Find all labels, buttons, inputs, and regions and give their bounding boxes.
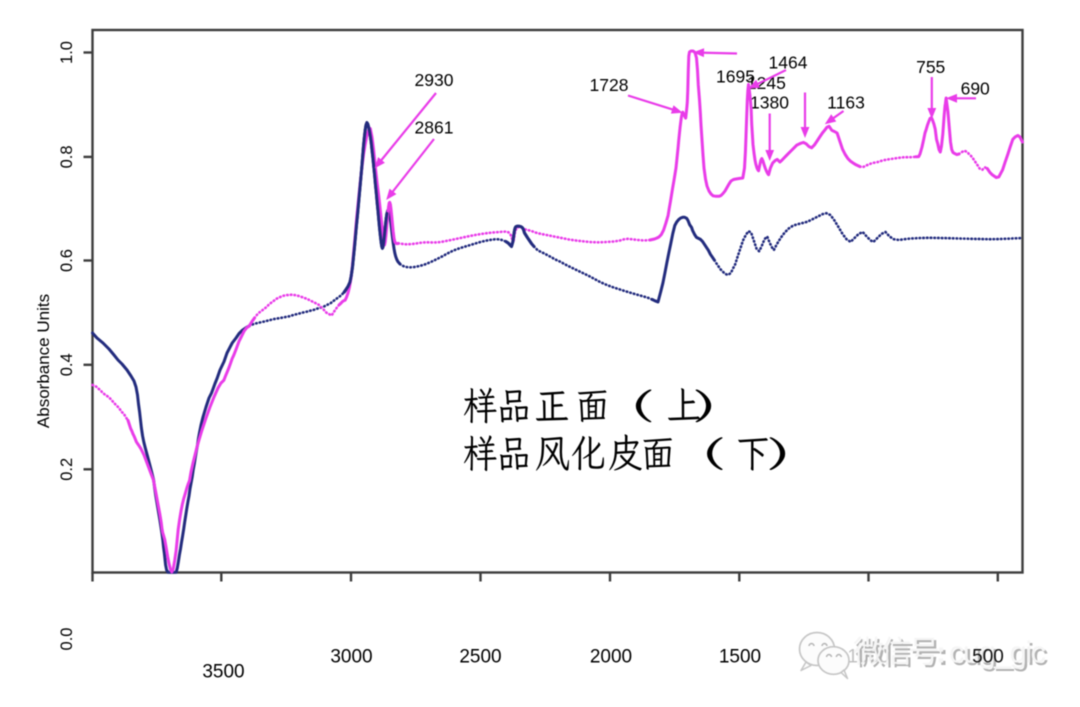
svg-text:1245: 1245: [747, 73, 786, 93]
svg-text:1163: 1163: [827, 93, 865, 113]
svg-text:cug_gic: cug_gic: [949, 635, 1046, 670]
svg-text:1500: 1500: [719, 647, 761, 668]
svg-text:Absorbance Units: Absorbance Units: [34, 294, 53, 428]
svg-text:0.2: 0.2: [58, 458, 76, 481]
svg-text:0.0: 0.0: [58, 628, 76, 651]
svg-text:500: 500: [972, 647, 1004, 668]
svg-text:2000: 2000: [590, 647, 632, 668]
svg-text::: :: [936, 637, 946, 670]
svg-text:2861: 2861: [415, 118, 454, 138]
svg-text:1464: 1464: [769, 53, 808, 73]
svg-text:3000: 3000: [330, 647, 372, 668]
svg-text:755: 755: [916, 57, 945, 77]
svg-text:0.8: 0.8: [58, 145, 76, 168]
svg-text:3500: 3500: [202, 662, 244, 683]
svg-text:1.0: 1.0: [58, 41, 76, 64]
svg-text:690: 690: [961, 79, 990, 99]
svg-text:1380: 1380: [750, 93, 789, 113]
svg-text:1728: 1728: [590, 75, 629, 95]
svg-text:0.4: 0.4: [58, 353, 76, 376]
svg-text:2500: 2500: [459, 647, 501, 668]
svg-text::: :: [938, 639, 948, 672]
svg-text:2930: 2930: [415, 70, 454, 90]
svg-text:1695: 1695: [716, 67, 755, 87]
svg-text:cug_gic: cug_gic: [951, 637, 1048, 672]
svg-text:0.6: 0.6: [58, 249, 76, 272]
